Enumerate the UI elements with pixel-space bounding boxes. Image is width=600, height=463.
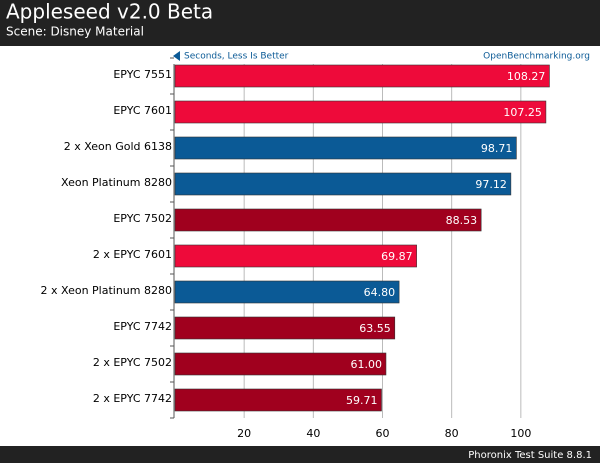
bar xyxy=(174,388,382,412)
chart-title: Appleseed v2.0 Beta xyxy=(6,0,213,24)
value-label: 98.71 xyxy=(481,142,513,155)
y-tick-label: EPYC 7502 xyxy=(113,212,172,225)
bar xyxy=(174,316,396,340)
y-tick-label: EPYC 7742 xyxy=(113,320,172,333)
y-tick-label: Xeon Platinum 8280 xyxy=(61,176,172,189)
x-tick-label: 40 xyxy=(306,427,320,440)
direction-arrow xyxy=(173,51,180,61)
y-tick-label: 2 x EPYC 7502 xyxy=(93,356,172,369)
value-label: 61.00 xyxy=(350,358,382,371)
value-label: 97.12 xyxy=(475,178,507,191)
value-label: 107.25 xyxy=(503,106,542,119)
footer-text: Phoronix Test Suite 8.8.1 xyxy=(468,450,592,461)
header-band xyxy=(0,0,600,46)
source-label: OpenBenchmarking.org xyxy=(483,52,590,62)
value-label: 63.55 xyxy=(359,322,391,335)
value-label: 88.53 xyxy=(446,214,478,227)
bar xyxy=(174,64,550,88)
bar xyxy=(174,172,512,196)
y-tick-label: 2 x EPYC 7742 xyxy=(93,392,172,405)
y-tick-label: EPYC 7551 xyxy=(113,68,172,81)
x-tick-label: 20 xyxy=(237,427,251,440)
bar xyxy=(174,352,387,376)
y-tick-label: 2 x Xeon Platinum 8280 xyxy=(41,284,172,297)
x-tick-label: 60 xyxy=(376,427,390,440)
x-tick-label: 80 xyxy=(445,427,459,440)
bar xyxy=(174,208,482,232)
axis-note: Seconds, Less Is Better xyxy=(184,52,289,62)
y-tick-label: EPYC 7601 xyxy=(113,104,172,117)
bar xyxy=(174,280,400,304)
value-label: 69.87 xyxy=(381,250,413,263)
bar xyxy=(174,100,547,124)
footer-band xyxy=(0,446,600,463)
y-tick-label: 2 x EPYC 7601 xyxy=(93,248,172,261)
value-label: 64.80 xyxy=(364,286,396,299)
chart-subtitle: Scene: Disney Material xyxy=(6,25,144,39)
bar xyxy=(174,244,417,268)
bar xyxy=(174,136,517,160)
y-tick-label: 2 x Xeon Gold 6138 xyxy=(64,140,172,153)
x-tick-label: 100 xyxy=(510,427,531,440)
value-label: 108.27 xyxy=(507,70,546,83)
value-label: 59.71 xyxy=(346,394,378,407)
